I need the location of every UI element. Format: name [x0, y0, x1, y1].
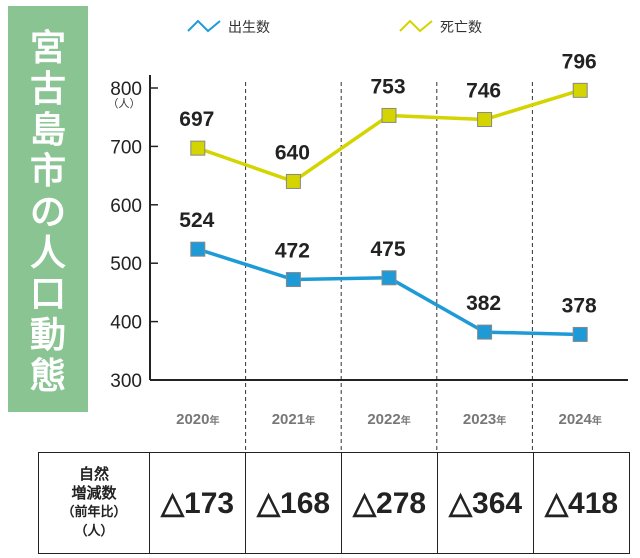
- side-title: 宮 古 島 市 の 人 口 動 態: [8, 6, 88, 412]
- data-label: 697: [179, 108, 214, 131]
- data-point: [285, 272, 301, 288]
- data-label: 746: [466, 80, 501, 103]
- side-title-char: 動: [29, 314, 66, 356]
- y-unit-label: （人）: [108, 97, 141, 110]
- legend-icon: [399, 19, 433, 33]
- data-label: 472: [275, 240, 310, 263]
- data-label: 378: [562, 294, 597, 317]
- data-point: [285, 173, 301, 189]
- natural-change-table: 自然 増減数 （前年比） （人） △173 △168 △278 △364 △41…: [38, 452, 630, 554]
- legend-label: 出生数: [228, 20, 270, 36]
- table-header-line: （人）: [74, 524, 114, 539]
- data-point: [190, 241, 206, 257]
- side-title-char: 人: [29, 232, 66, 274]
- y-tick-label: 700: [110, 137, 142, 158]
- line-chart: 300 400 500 600 700 800（人） 2020年 2021年 2022年 2023…: [108, 19, 628, 450]
- table-row-header: 自然 増減数 （前年比） （人）: [38, 452, 150, 554]
- y-tick-label: 300: [110, 371, 142, 392]
- data-label: 382: [466, 292, 501, 315]
- side-title-char: 宮: [29, 27, 66, 69]
- x-tick-label: 2021年: [272, 411, 315, 428]
- data-label: 524: [179, 209, 214, 232]
- table-row: 自然 増減数 （前年比） （人） △173 △168 △278 △364 △41…: [38, 452, 630, 554]
- legend-icon: [187, 19, 221, 33]
- legend-label: 死亡数: [440, 20, 482, 36]
- table-cell: △278: [341, 452, 438, 554]
- table-cell: △418: [533, 452, 630, 554]
- x-tick-label: 2020年: [176, 411, 219, 428]
- y-tick-label: 600: [110, 196, 142, 217]
- data-point: [572, 82, 588, 98]
- data-point: [190, 140, 206, 156]
- y-tick-label: 400: [110, 313, 142, 334]
- data-point: [477, 112, 493, 128]
- data-label: 753: [370, 75, 405, 98]
- data-point: [381, 270, 397, 286]
- y-tick-label: 500: [110, 254, 142, 275]
- side-title-char: の: [29, 191, 66, 233]
- side-title-char: 態: [29, 355, 66, 397]
- x-tick-label: 2023年: [463, 411, 506, 428]
- data-point: [572, 326, 588, 342]
- table-cell: △168: [245, 452, 342, 554]
- side-title-char: 市: [29, 150, 66, 192]
- side-title-char: 口: [29, 273, 66, 315]
- table-header-line: 増減数: [71, 484, 117, 502]
- series-line: [197, 88, 581, 184]
- data-label: 796: [562, 50, 597, 73]
- side-title-char: 島: [29, 109, 66, 151]
- y-tick-label: 800: [110, 79, 142, 100]
- data-point: [381, 107, 397, 123]
- series-line: [197, 247, 581, 337]
- table-cell: △173: [149, 452, 246, 554]
- x-tick-label: 2022年: [367, 411, 410, 428]
- data-point: [477, 324, 493, 340]
- data-label: 475: [370, 238, 405, 261]
- table-header-line: 自然: [78, 465, 109, 483]
- table-header-line: （前年比）: [61, 505, 127, 520]
- side-title-char: 古: [29, 68, 66, 110]
- table-cell: △364: [437, 452, 534, 554]
- x-tick-label: 2024年: [559, 411, 602, 428]
- data-label: 640: [275, 141, 310, 164]
